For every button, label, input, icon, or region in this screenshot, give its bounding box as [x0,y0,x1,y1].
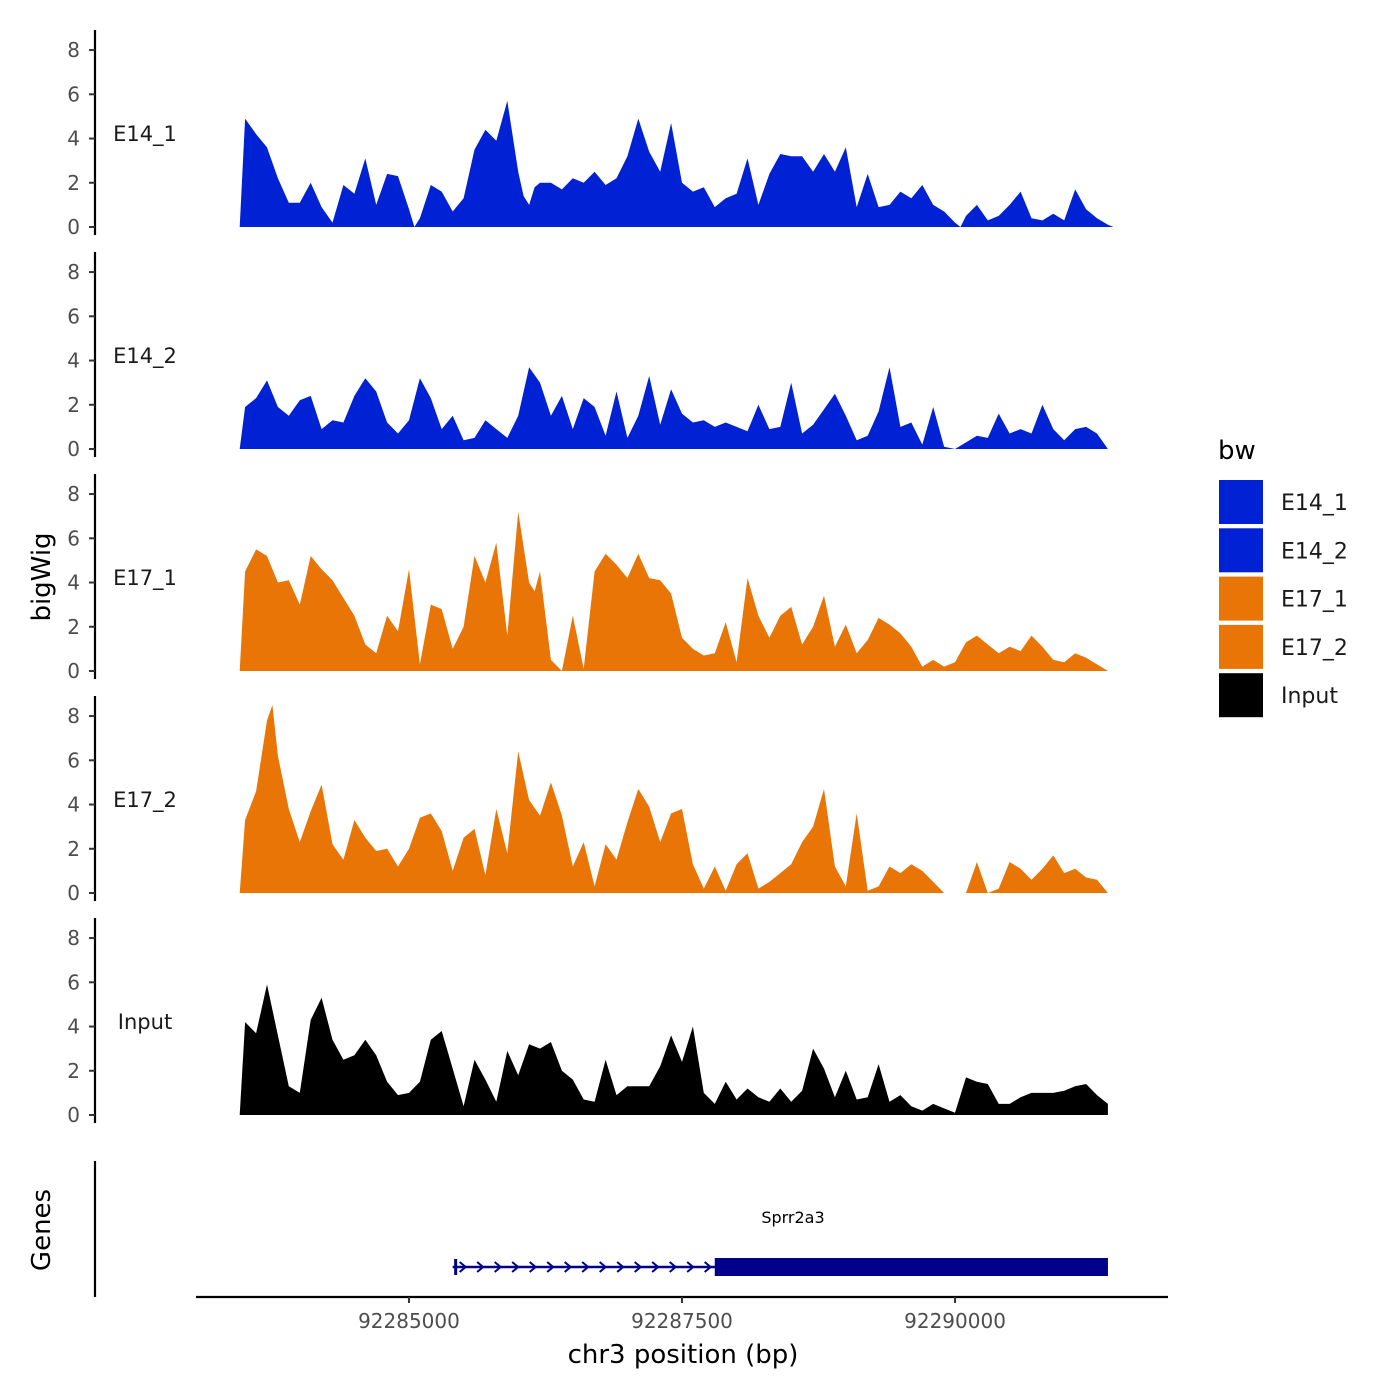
tracks-area: 0 2 4 6 8 E14_1 0 2 4 6 8 E14_2 0 2 4 6 8 E17_1 0 2 4 6 8 E17_2… [67,30,1114,1127]
area-input [239,984,1108,1115]
y-tick-label: 8 [67,260,80,284]
y-tick-label: 0 [67,437,80,461]
y-tick-label: 4 [67,349,80,373]
legend-item-e14-1: E14_1 [1219,480,1348,524]
y-tick-label: 2 [67,171,80,195]
y-tick-label: 2 [67,393,80,417]
legend-label: E14_2 [1281,539,1348,564]
track-label: E17_1 [113,566,177,591]
y-tick-label: 8 [67,926,80,950]
track-label: Input [118,1010,172,1034]
legend: bw E14_1 E14_2 E17_1 E17_2 Input [1218,436,1348,718]
strand-arrow [651,1261,660,1273]
strand-arrow [476,1261,485,1273]
legend-swatch [1219,576,1263,621]
strand-arrow [599,1261,608,1273]
strand-arrow [529,1261,538,1273]
legend-swatch [1219,480,1263,524]
legend-item-e14-2: E14_2 [1219,528,1348,573]
legend-swatch [1219,673,1263,718]
y-tick-label: 0 [67,215,80,239]
genes-panel: Sprr2a3 [93,1161,1108,1297]
strand-arrow [459,1261,468,1273]
y-tick-label: 6 [67,82,80,106]
y-tick-label: 8 [67,38,80,62]
track-e17-2: 0 2 4 6 8 E17_2 [67,696,1108,905]
track-e14-1: 0 2 4 6 8 E14_1 [67,30,1114,239]
strand-arrow [564,1261,573,1273]
legend-label: E14_1 [1281,491,1348,516]
legend-item-e17-1: E17_1 [1219,576,1348,621]
strand-arrow [634,1261,643,1273]
strand-arrow [581,1261,590,1273]
y-tick-label: 4 [67,1015,80,1039]
y-tick-label: 6 [67,970,80,994]
strand-arrow [546,1261,555,1273]
y-tick-label: 0 [67,659,80,683]
legend-label: E17_2 [1281,636,1348,661]
y-axis-title: bigWig [27,532,57,621]
y-tick-label: 6 [67,304,80,328]
legend-label: Input [1281,684,1338,709]
y-tick-label: 0 [67,881,80,905]
strand-arrow [616,1261,625,1273]
y-tick-label: 4 [67,571,80,595]
y-tick-label: 4 [67,127,80,151]
area-e17-1 [239,511,1108,671]
legend-swatch [1219,528,1263,573]
y-tick-label: 2 [67,615,80,639]
x-axis-title: chr3 position (bp) [568,1340,799,1370]
legend-swatch [1219,624,1263,669]
strand-arrow [511,1261,520,1273]
strand-arrow [494,1261,503,1273]
x-tick-label: 92290000 [904,1309,1006,1333]
y-tick-label: 8 [67,704,80,728]
y-tick-label: 2 [67,837,80,861]
x-tick-label: 92285000 [358,1309,460,1333]
strand-arrow [669,1261,678,1273]
legend-label: E17_1 [1281,588,1348,613]
legend-title: bw [1218,436,1256,466]
gene-exon-block [714,1258,1108,1276]
area-e14-1 [239,100,1114,227]
strand-arrow [704,1261,713,1273]
y-tick-label: 6 [67,526,80,550]
track-label: E17_2 [113,788,177,813]
area-e14-2 [239,367,1108,449]
genes-axis-title: Genes [27,1189,57,1271]
legend-item-input: Input [1219,673,1338,718]
strand-arrow [686,1261,695,1273]
track-input: 0 2 4 6 8 Input [67,918,1108,1127]
track-e14-2: 0 2 4 6 8 E14_2 [67,252,1108,461]
y-tick-label: 2 [67,1059,80,1083]
track-e17-1: 0 2 4 6 8 E17_1 [67,474,1108,683]
y-tick-label: 8 [67,482,80,506]
y-tick-label: 6 [67,748,80,772]
legend-item-e17-2: E17_2 [1219,624,1348,669]
track-label: E14_1 [113,122,177,147]
y-tick-label: 4 [67,793,80,817]
x-tick-label: 92287500 [631,1309,733,1333]
area-e17-2 [239,705,1108,893]
y-tick-label: 0 [67,1103,80,1127]
gene-sprr2a3: Sprr2a3 [452,1208,1108,1276]
gene-label: Sprr2a3 [761,1208,824,1227]
track-label: E14_2 [113,344,177,369]
x-axis: 92285000 92287500 92290000 [196,1295,1168,1333]
